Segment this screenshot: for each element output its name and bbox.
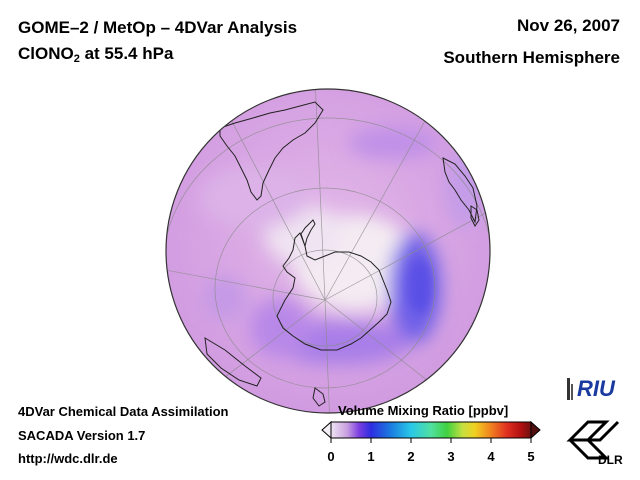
globe-outline	[165, 88, 491, 414]
colorbar-gradient	[330, 421, 532, 439]
species-prefix: ClONO	[18, 44, 74, 63]
riu-logo: RIU	[567, 376, 616, 401]
footer-line-1: 4DVar Chemical Data Assimilation	[18, 404, 229, 419]
map-title: GOME–2 / MetOp – 4DVar Analysis	[18, 18, 298, 37]
colorbar-under-arrow	[321, 420, 332, 440]
globe-map	[165, 88, 491, 414]
dlr-logo: DLR	[566, 420, 623, 466]
date-label: Nov 26, 2007	[516, 16, 620, 35]
coastline-new-zealand	[312, 387, 326, 407]
colorbar	[321, 420, 541, 443]
colorbar-tick-label: 0	[327, 449, 335, 464]
species-label: ClONO2 at 55.4 hPa	[18, 44, 173, 65]
colorbar-tick-label: 4	[487, 449, 495, 464]
colorbar-over-arrow	[530, 420, 541, 440]
dlr-logo-text: DLR	[598, 453, 623, 466]
footer-url: http://wdc.dlr.de	[18, 451, 118, 466]
coastline-africa	[442, 157, 478, 224]
footer-line-2: SACADA Version 1.7	[18, 428, 146, 443]
coastline-madagascar	[470, 205, 480, 227]
region-label: Southern Hemisphere	[443, 48, 620, 67]
coastline-peninsula	[300, 219, 316, 248]
colorbar-tick-label: 1	[367, 449, 375, 464]
species-suffix: at 55.4 hPa	[79, 44, 174, 63]
colorbar-tick-label: 5	[527, 449, 535, 464]
globe-field	[166, 89, 490, 413]
coastline-antarctica	[276, 232, 392, 351]
colorbar-title: Volume Mixing Ratio [ppbv]	[338, 403, 509, 418]
colorbar-tick-label: 3	[447, 449, 455, 464]
coastline-australia	[204, 337, 262, 387]
species-subscript: 2	[73, 53, 80, 65]
colorbar-tick-label: 2	[407, 449, 415, 464]
coastline-south-america	[219, 101, 324, 201]
riu-logo-text: RIU	[577, 376, 616, 401]
